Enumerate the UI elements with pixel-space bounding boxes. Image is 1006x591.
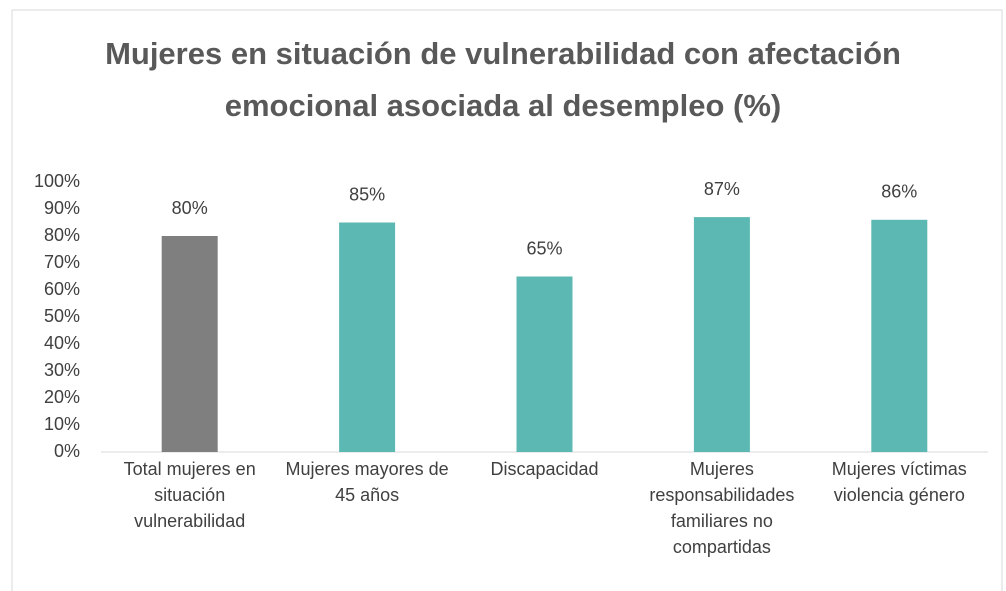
y-tick-label: 70%	[44, 252, 80, 272]
data-label: 87%	[704, 179, 740, 199]
x-tick-label: Total mujeres en situación vulnerabilida…	[123, 459, 256, 531]
bar	[871, 219, 928, 452]
y-tick-label: 80%	[44, 225, 80, 245]
chart-title: Mujeres en situación de vulnerabilidad c…	[105, 36, 901, 123]
data-label: 86%	[881, 182, 917, 202]
y-tick-label: 90%	[44, 198, 80, 218]
bar	[339, 222, 396, 452]
y-tick-label: 40%	[44, 333, 80, 353]
y-tick-label: 10%	[44, 414, 80, 434]
y-tick-label: 30%	[44, 360, 80, 380]
y-tick-label: 100%	[34, 171, 80, 191]
bar	[693, 217, 750, 452]
y-tick-label: 50%	[44, 306, 80, 326]
y-tick-label: 60%	[44, 279, 80, 299]
x-tick-label: Mujeres responsabilidades familiares no …	[649, 459, 795, 557]
bar	[161, 236, 218, 452]
y-tick-label: 20%	[44, 387, 80, 407]
data-label: 85%	[349, 184, 385, 204]
y-tick-label: 0%	[54, 441, 80, 461]
x-tick-label: Mujeres víctimas violencia género	[831, 459, 967, 505]
chart-border	[11, 9, 1003, 591]
x-tick-label: Discapacidad	[490, 459, 599, 479]
data-label: 65%	[526, 238, 562, 258]
data-label: 80%	[172, 198, 208, 218]
x-tick-label: Mujeres mayores de 45 años	[285, 459, 449, 505]
bar	[516, 276, 573, 452]
